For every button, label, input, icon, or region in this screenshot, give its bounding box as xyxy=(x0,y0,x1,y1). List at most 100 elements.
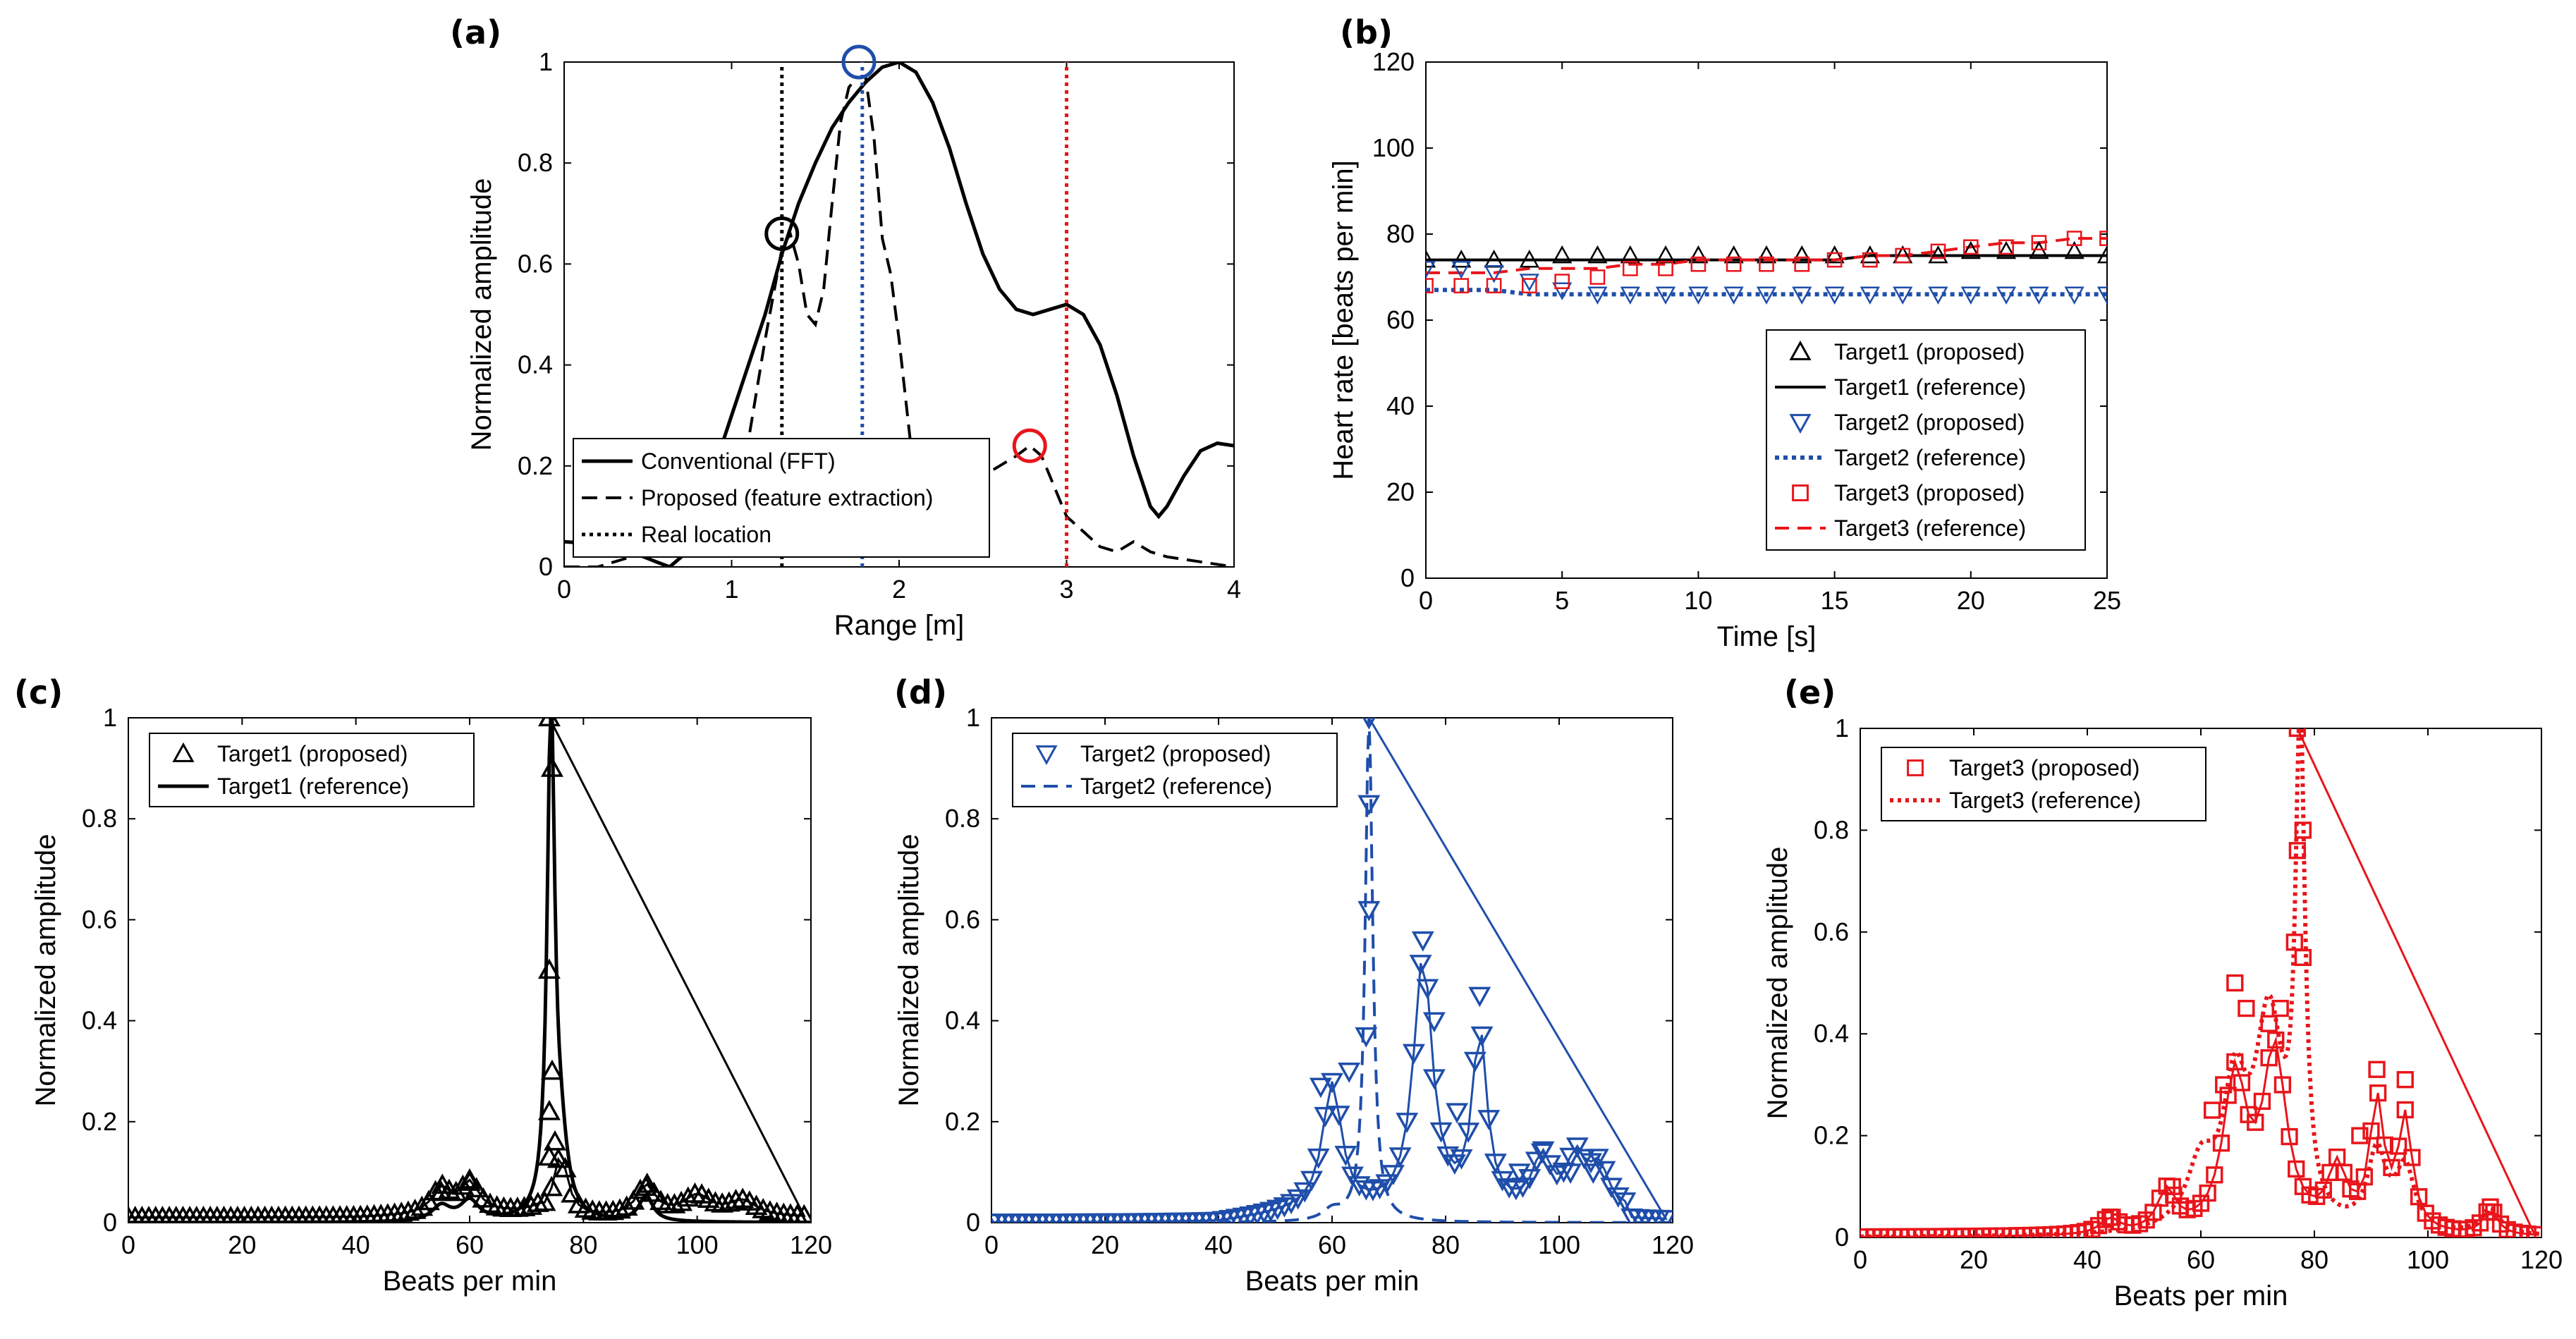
data-point xyxy=(1554,274,1570,289)
data-point xyxy=(1381,1165,1405,1185)
data-point xyxy=(1587,286,1608,305)
data-point xyxy=(2031,235,2047,251)
data-point xyxy=(2238,999,2255,1017)
data-point xyxy=(1930,243,1946,259)
data-point xyxy=(1998,239,2014,255)
data-point xyxy=(615,1195,638,1216)
data-point xyxy=(1451,250,1472,268)
x-tick-label: 100 xyxy=(2407,1245,2449,1274)
x-tick-label: 20 xyxy=(228,1230,256,1259)
legend-marker xyxy=(1035,745,1058,766)
data-point xyxy=(2064,286,2084,305)
data-point xyxy=(1518,1168,1542,1190)
data-point xyxy=(1824,286,1845,305)
peak-circle-marker xyxy=(764,216,800,251)
panel-e: 0 20 40 60 80 100 120 0 0.2 0.4 0.6 0.8 1 Beats per m… xyxy=(1762,673,2563,1312)
data-point xyxy=(1409,955,1432,975)
x-tick-label: 0 xyxy=(557,575,571,604)
legend-marker xyxy=(1792,484,1809,501)
data-point xyxy=(1690,256,1707,272)
series-proposed-line xyxy=(991,718,1668,1223)
legend-box xyxy=(1881,747,2206,821)
data-point xyxy=(1484,265,1504,283)
legend-label: Target3 (reference) xyxy=(1834,515,2026,541)
data-point xyxy=(1451,260,1472,279)
data-point xyxy=(1620,286,1640,305)
data-point xyxy=(2396,1071,2414,1089)
y-tick-label: 0.2 xyxy=(1814,1121,1849,1150)
y-tick-label: 0.2 xyxy=(518,451,553,480)
x-axis-label: Beats per min xyxy=(1245,1266,1420,1297)
legend-label: Target3 (reference) xyxy=(1949,788,2141,813)
data-point xyxy=(1960,240,1981,259)
data-point xyxy=(2064,240,2084,259)
data-point xyxy=(2253,1092,2271,1111)
series-line xyxy=(1426,288,2107,297)
legend-label: Real location xyxy=(641,522,771,547)
data-point xyxy=(2247,1113,2264,1131)
x-tick-label: 100 xyxy=(676,1230,719,1259)
x-tick-label: 5 xyxy=(1555,586,1569,615)
data-point xyxy=(1470,1026,1494,1047)
x-tick-label: 0 xyxy=(1853,1245,1867,1274)
y-tick-label: 120 xyxy=(1372,47,1415,76)
data-point xyxy=(1307,1148,1330,1169)
data-point xyxy=(2096,286,2107,305)
data-point xyxy=(2288,842,2306,860)
y-tick-label: 1 xyxy=(103,703,117,732)
data-point xyxy=(1893,286,1913,305)
legend-marker xyxy=(1789,340,1812,360)
y-axis-label: Normalized amplitude xyxy=(30,834,61,1107)
x-tick-label: 60 xyxy=(1318,1230,1346,1259)
data-point xyxy=(1416,979,1439,1000)
data-point xyxy=(544,1130,566,1151)
data-point xyxy=(1613,1192,1637,1213)
x-tick-label: 80 xyxy=(1432,1230,1460,1259)
y-axis-label: Normalized amplitude xyxy=(466,178,497,451)
data-point xyxy=(1338,1063,1361,1083)
data-point xyxy=(1453,278,1470,294)
data-point xyxy=(533,1190,556,1211)
data-point xyxy=(1314,1106,1337,1127)
legend-label: Target1 (reference) xyxy=(1834,374,2026,400)
data-point xyxy=(1655,286,1676,305)
data-point xyxy=(2288,1160,2305,1178)
data-point xyxy=(458,1170,481,1191)
data-point xyxy=(622,1189,645,1210)
data-point xyxy=(1996,240,2017,259)
data-point xyxy=(2096,245,2107,264)
data-point xyxy=(1411,931,1434,952)
data-point xyxy=(537,1099,561,1120)
x-tick-label: 100 xyxy=(1538,1230,1580,1259)
data-point xyxy=(1293,1182,1317,1203)
data-point xyxy=(1341,1166,1364,1187)
data-point xyxy=(1552,245,1573,264)
data-point xyxy=(1327,1106,1350,1126)
x-tick-label: 40 xyxy=(2073,1245,2101,1274)
data-point xyxy=(1450,1149,1473,1170)
data-point xyxy=(1587,245,1608,264)
legend-label: Proposed (feature extraction) xyxy=(641,485,933,510)
y-tick-label: 60 xyxy=(1386,305,1415,334)
y-tick-label: 0 xyxy=(966,1208,980,1237)
legend-marker xyxy=(1907,759,1924,776)
x-tick-label: 20 xyxy=(1091,1230,1119,1259)
data-point xyxy=(1756,286,1777,305)
legend-box xyxy=(149,733,475,807)
y-tick-label: 1 xyxy=(539,47,553,76)
legend-box xyxy=(1766,329,2086,551)
x-tick-label: 60 xyxy=(456,1230,484,1259)
x-tick-label: 80 xyxy=(2300,1245,2328,1274)
series-line xyxy=(1426,237,2107,274)
y-tick-label: 0.4 xyxy=(945,1006,980,1035)
data-point xyxy=(2219,1087,2237,1104)
data-point xyxy=(2335,1163,2353,1181)
y-tick-label: 0 xyxy=(539,552,553,581)
data-point xyxy=(1300,1170,1323,1192)
panel-d: 0 20 40 60 80 100 120 0 0.2 0.4 0.6 0.8 1 Beats per m… xyxy=(893,673,1694,1297)
x-tick-label: 15 xyxy=(1821,586,1849,615)
data-point xyxy=(1357,795,1381,816)
data-point xyxy=(1589,269,1606,285)
data-point xyxy=(2314,1181,2333,1199)
plot-lines xyxy=(1426,231,2107,305)
